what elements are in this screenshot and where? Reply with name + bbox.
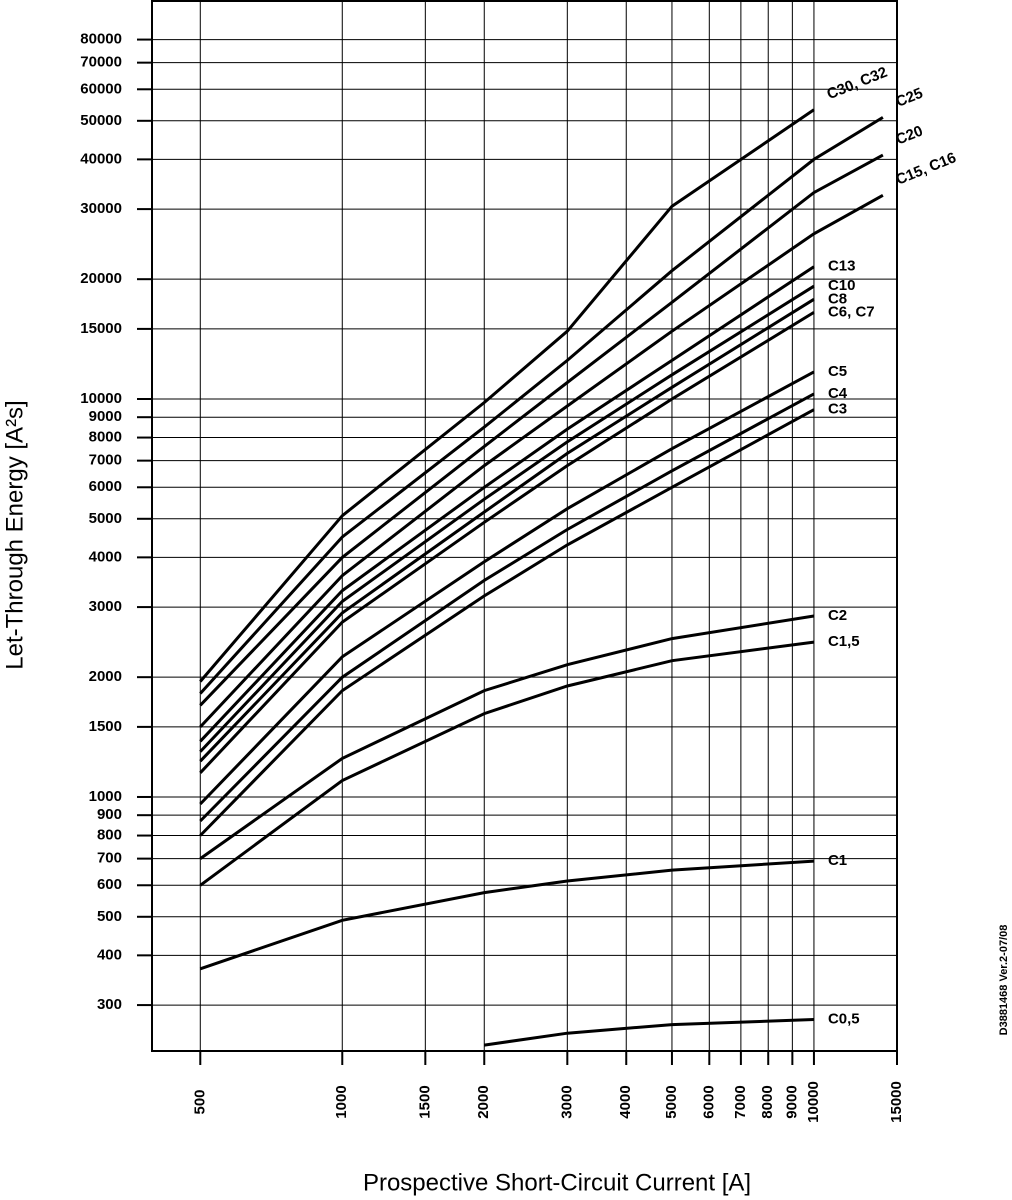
y-tick-label: 15000 (80, 320, 122, 337)
series-line (199, 298, 815, 763)
x-tick-label: 4000 (617, 1085, 634, 1118)
series-line (199, 614, 815, 860)
series-line (199, 265, 815, 743)
y-tick-label: 6000 (89, 478, 122, 495)
y-tick-label: 60000 (80, 80, 122, 97)
x-tick-label: 3000 (558, 1085, 575, 1118)
series-label: C3 (828, 401, 847, 418)
series-label: C0,5 (828, 1010, 860, 1027)
y-tick-label: 20000 (80, 270, 122, 287)
y-tick-label: 50000 (80, 112, 122, 129)
y-tick-label: 10000 (80, 390, 122, 407)
y-tick-label: 30000 (80, 200, 122, 217)
series-line (199, 392, 815, 823)
series-label: C4 (828, 385, 848, 402)
x-tick-label: 8000 (759, 1085, 776, 1118)
y-tick-label: 7000 (89, 452, 122, 469)
y-tick-label: 80000 (80, 31, 122, 48)
x-tick-label: 1500 (416, 1085, 433, 1118)
y-tick-label: 300 (97, 996, 122, 1013)
y-tick-label: 400 (97, 946, 122, 963)
series-line (484, 1018, 814, 1047)
series-label: C2 (828, 607, 847, 624)
x-tick-label: 9000 (783, 1085, 800, 1118)
x-tick-label: 7000 (732, 1085, 749, 1118)
y-tick-label: 3000 (89, 598, 122, 615)
series-line (199, 640, 815, 887)
series-line (199, 193, 884, 728)
y-tick-label: 40000 (80, 150, 122, 167)
series-label: C25 (893, 85, 925, 111)
x-tick-label: 10000 (805, 1081, 822, 1123)
y-tick-label: 70000 (80, 54, 122, 71)
series-label: C5 (828, 363, 847, 380)
series-label: C8 (828, 290, 847, 307)
series-label: C10 (828, 277, 856, 294)
y-tick-label: 800 (97, 827, 122, 844)
y-tick-label: 9000 (89, 408, 122, 425)
x-tick-label: 5000 (663, 1085, 680, 1118)
x-tick-label: 15000 (888, 1081, 905, 1123)
y-tick-label: 2000 (89, 668, 122, 685)
x-tick-label: 500 (191, 1089, 208, 1114)
x-tick-label: 6000 (700, 1085, 717, 1118)
series-line (199, 108, 815, 683)
series-line (199, 859, 814, 971)
y-tick-label: 900 (97, 806, 122, 823)
y-tick-label: 1500 (89, 718, 122, 735)
series-line (199, 284, 815, 753)
series-label: C1 (828, 852, 847, 869)
y-tick-label: 4000 (89, 548, 122, 565)
series-line (199, 408, 815, 837)
series-label: C6, C7 (828, 303, 875, 320)
x-axis-title: Prospective Short-Circuit Current [A] (363, 1169, 751, 1196)
x-tick-label: 1000 (333, 1085, 350, 1118)
y-tick-label: 1000 (89, 788, 122, 805)
series-label: C30, C32 (825, 64, 890, 104)
series-label: C1,5 (828, 633, 860, 650)
y-tick-label: 8000 (89, 429, 122, 446)
series-label: C13 (828, 258, 856, 275)
series-line (199, 153, 884, 707)
plot-frame (151, 0, 898, 1052)
series-label: C20 (893, 122, 925, 148)
x-tick-label: 2000 (475, 1085, 492, 1118)
y-axis-title: Let-Through Energy [A²s] (1, 400, 28, 669)
y-tick-label: 500 (97, 908, 122, 925)
series-line (199, 311, 815, 774)
series-label: C15, C16 (893, 149, 958, 189)
y-tick-label: 600 (97, 876, 122, 893)
series-line (199, 116, 884, 695)
series-line (199, 370, 815, 806)
y-tick-label: 700 (97, 850, 122, 867)
doc-note: D3881468 Ver.2-07/08 (998, 925, 1010, 1036)
y-tick-label: 5000 (89, 510, 122, 527)
